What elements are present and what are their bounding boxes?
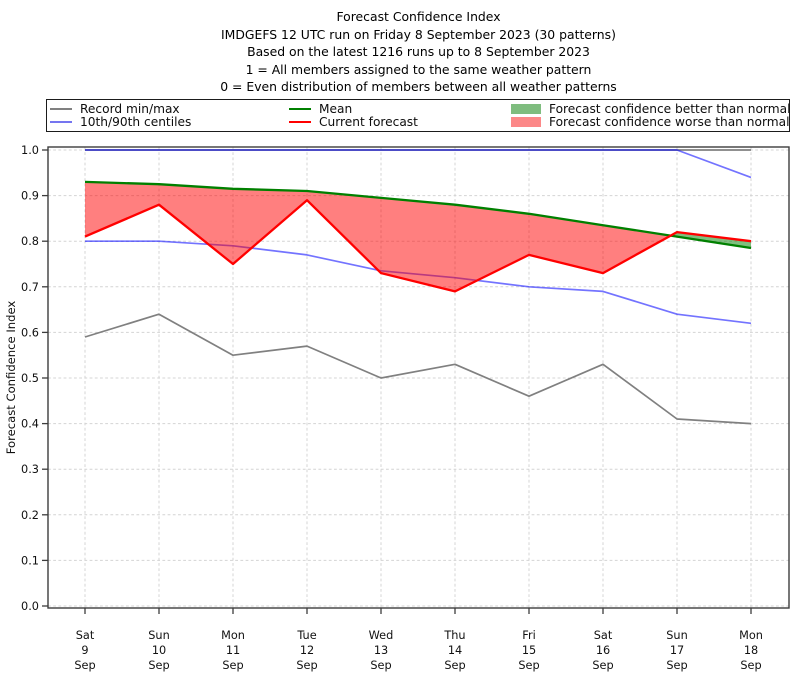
legend-label-record-minmax: Record min/max: [80, 102, 180, 116]
x-tick-label: 16: [596, 644, 610, 657]
x-tick-label: Sep: [740, 659, 761, 672]
x-tick-label: Fri: [522, 629, 535, 642]
record-minmax-line-swatch: [50, 107, 72, 111]
y-axis-label: Forecast Confidence Index: [4, 301, 18, 455]
series-mean-line: [84, 180, 752, 250]
y-tick-label: 0.4: [21, 418, 39, 431]
x-tick-label: Sun: [666, 629, 688, 642]
x-tick-label: Wed: [369, 629, 394, 642]
x-tick-label: Thu: [443, 629, 465, 642]
x-tick-label: 17: [670, 644, 684, 657]
y-tick-label: 0.3: [21, 463, 39, 476]
x-tick-label: Sat: [594, 629, 613, 642]
x-tick-label: 15: [522, 644, 536, 657]
legend-item-worse-than-normal: Forecast confidence worse than normal: [511, 115, 790, 129]
x-tick-label: 18: [744, 644, 758, 657]
chart-legend: Record min/max 10th/90th centiles Mean C…: [46, 99, 790, 132]
x-tick-label: Sep: [518, 659, 539, 672]
y-tick-label: 0.5: [21, 372, 39, 385]
x-tick-label: Sep: [370, 659, 391, 672]
x-tick-label: Sep: [444, 659, 465, 672]
legend-item-better-than-normal: Forecast confidence better than normal: [511, 102, 791, 116]
legend-item-current-forecast: Current forecast: [289, 115, 418, 129]
x-tick-label: Sep: [74, 659, 95, 672]
series-centile-90th-line: [85, 149, 752, 179]
x-tick-label: Sep: [296, 659, 317, 672]
y-tick-label: 0.0: [21, 600, 39, 613]
legend-label-mean: Mean: [319, 102, 353, 116]
legend-item-mean: Mean: [289, 102, 353, 116]
better-than-normal-patch-swatch: [511, 104, 541, 114]
legend-label-centiles: 10th/90th centiles: [80, 115, 192, 129]
legend-item-record-minmax: Record min/max: [50, 102, 180, 116]
chart-header: Forecast Confidence Index IMDGEFS 12 UTC…: [48, 8, 789, 96]
x-tick-label: Sep: [666, 659, 687, 672]
x-tick-label: 10: [152, 644, 166, 657]
legend-label-current-forecast: Current forecast: [319, 115, 418, 129]
legend-label-better-than-normal: Forecast confidence better than normal: [549, 102, 791, 116]
legend-label-worse-than-normal: Forecast confidence worse than normal: [549, 115, 790, 129]
fill-worse-than-normal: [85, 181, 669, 292]
y-tick-label: 0.1: [21, 554, 39, 567]
centiles-line-swatch: [50, 120, 72, 124]
y-tick-label: 0.8: [21, 235, 39, 248]
chart-subtitle-4: 0 = Even distribution of members between…: [220, 79, 617, 94]
chart-subtitle-1: IMDGEFS 12 UTC run on Friday 8 September…: [221, 26, 616, 42]
chart-subtitle-2: Based on the latest 1216 runs up to 8 Se…: [247, 44, 590, 59]
y-tick-label: 1.0: [21, 144, 39, 157]
y-tick-label: 0.2: [21, 509, 39, 522]
worse-than-normal-patch-swatch: [511, 117, 541, 127]
legend-item-centiles: 10th/90th centiles: [50, 115, 192, 129]
x-tick-label: Tue: [296, 629, 316, 642]
x-tick-label: Sep: [222, 659, 243, 672]
x-tick-label: Sun: [148, 629, 170, 642]
y-tick-label: 0.9: [21, 190, 39, 203]
x-tick-label: 12: [300, 644, 314, 657]
x-tick-label: Sep: [592, 659, 613, 672]
chart-title: Forecast Confidence Index: [336, 9, 501, 24]
x-tick-label: 11: [226, 644, 240, 657]
x-tick-label: Mon: [221, 629, 245, 642]
y-tick-label: 0.7: [21, 281, 39, 294]
x-tick-label: Sat: [76, 629, 95, 642]
chart-subtitle-3: 1 = All members assigned to the same wea…: [245, 61, 592, 77]
x-tick-label: 9: [81, 644, 88, 657]
x-tick-label: 13: [374, 644, 388, 657]
x-tick-label: Mon: [739, 629, 763, 642]
current-forecast-line-swatch: [289, 120, 311, 124]
x-tick-label: 14: [448, 644, 462, 657]
x-tick-label: Sep: [148, 659, 169, 672]
y-tick-label: 0.6: [21, 326, 39, 339]
series-current-forecast-line: [84, 199, 752, 293]
mean-line-swatch: [289, 107, 311, 111]
series-record-min-line: [84, 313, 752, 425]
